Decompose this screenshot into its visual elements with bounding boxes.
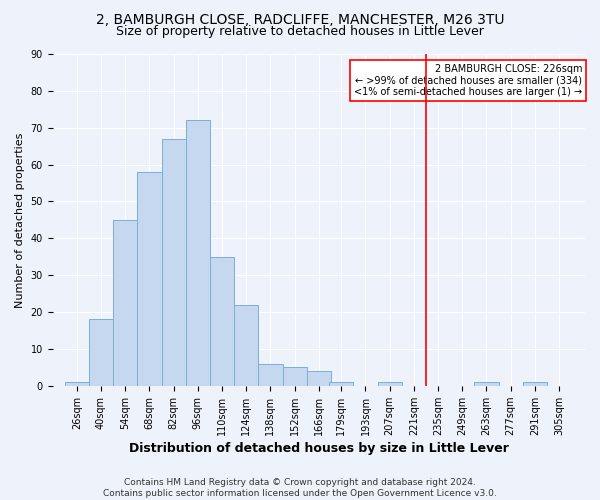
Text: 2, BAMBURGH CLOSE, RADCLIFFE, MANCHESTER, M26 3TU: 2, BAMBURGH CLOSE, RADCLIFFE, MANCHESTER… xyxy=(96,12,504,26)
Bar xyxy=(523,382,547,386)
Text: Contains HM Land Registry data © Crown copyright and database right 2024.
Contai: Contains HM Land Registry data © Crown c… xyxy=(103,478,497,498)
Bar xyxy=(329,382,353,386)
Bar xyxy=(137,172,161,386)
Bar xyxy=(89,320,113,386)
Text: 2 BAMBURGH CLOSE: 226sqm
← >99% of detached houses are smaller (334)
<1% of semi: 2 BAMBURGH CLOSE: 226sqm ← >99% of detac… xyxy=(354,64,583,97)
Bar xyxy=(161,139,186,386)
Text: Size of property relative to detached houses in Little Lever: Size of property relative to detached ho… xyxy=(116,25,484,38)
Bar xyxy=(283,368,307,386)
Bar xyxy=(234,304,259,386)
Bar xyxy=(186,120,210,386)
Bar xyxy=(113,220,137,386)
Bar xyxy=(307,371,331,386)
Y-axis label: Number of detached properties: Number of detached properties xyxy=(15,132,25,308)
X-axis label: Distribution of detached houses by size in Little Lever: Distribution of detached houses by size … xyxy=(129,442,509,455)
Bar xyxy=(65,382,89,386)
Bar xyxy=(259,364,283,386)
Bar xyxy=(475,382,499,386)
Bar xyxy=(377,382,402,386)
Bar xyxy=(210,257,234,386)
